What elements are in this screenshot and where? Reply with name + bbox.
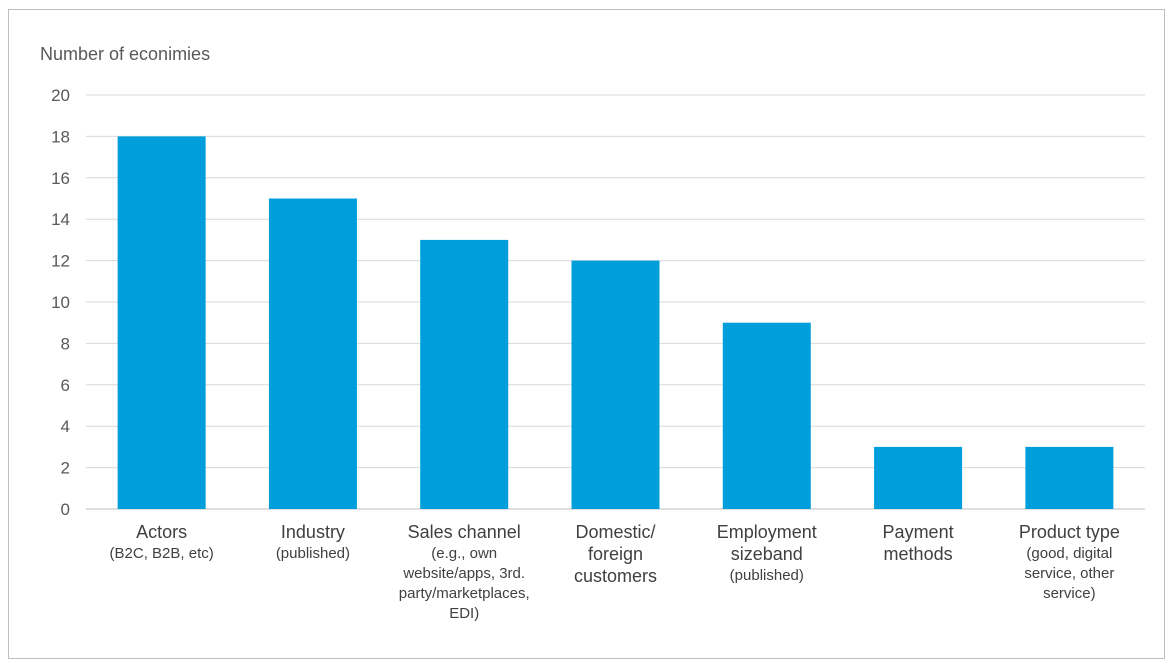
- y-tick-label: 14: [51, 210, 70, 229]
- x-category-label: Payment: [883, 522, 954, 542]
- y-tick-label: 16: [51, 169, 70, 188]
- x-category-label: Industry: [281, 522, 345, 542]
- y-tick-label: 12: [51, 252, 70, 271]
- x-category-sublabel: EDI): [449, 605, 479, 622]
- x-category-sublabel: (published): [730, 567, 804, 584]
- x-category-labels: Actors (B2C, B2B, etc) Industry (published)…: [110, 522, 1120, 622]
- x-category-sublabel: service): [1043, 585, 1096, 602]
- y-tick-label: 18: [51, 127, 70, 146]
- y-axis-title: Number of econimies: [40, 44, 210, 64]
- x-category-label: Employment: [717, 522, 817, 542]
- x-category-sublabel: website/apps, 3rd.: [402, 565, 525, 582]
- x-category-label: Domestic/: [575, 522, 655, 542]
- x-category-label: Sales channel: [408, 522, 521, 542]
- x-category-label: sizeband: [731, 544, 803, 564]
- y-tick-label: 20: [51, 86, 70, 105]
- bar: [117, 136, 206, 509]
- y-tick-label: 8: [61, 334, 70, 353]
- bar: [420, 239, 509, 509]
- x-category-label: Product type: [1019, 522, 1120, 542]
- bar: [722, 322, 811, 509]
- gridlines: [86, 94, 1145, 510]
- y-tick-label: 10: [51, 293, 70, 312]
- bar: [268, 198, 357, 509]
- y-tick-labels: 0 2 4 6 8 10 12 14 16 18 20: [51, 86, 70, 519]
- x-category-sublabel: (B2C, B2B, etc): [110, 545, 214, 562]
- x-category-label: foreign: [588, 544, 643, 564]
- y-tick-label: 0: [61, 500, 70, 519]
- y-tick-label: 6: [61, 376, 70, 395]
- y-tick-label: 2: [61, 459, 70, 478]
- x-category-sublabel: (published): [276, 545, 350, 562]
- x-category-sublabel: (good, digital: [1026, 545, 1112, 562]
- x-category-sublabel: service, other: [1024, 565, 1114, 582]
- bars: [117, 136, 1114, 509]
- bar: [874, 446, 963, 509]
- x-category-label: customers: [574, 566, 657, 586]
- y-tick-label: 4: [61, 417, 70, 436]
- x-category-label: Actors: [136, 522, 187, 542]
- x-category-sublabel: party/marketplaces,: [399, 585, 530, 602]
- bar: [571, 260, 660, 509]
- bar: [1025, 446, 1114, 509]
- x-category-sublabel: (e.g., own: [431, 545, 497, 562]
- x-category-label: methods: [884, 544, 953, 564]
